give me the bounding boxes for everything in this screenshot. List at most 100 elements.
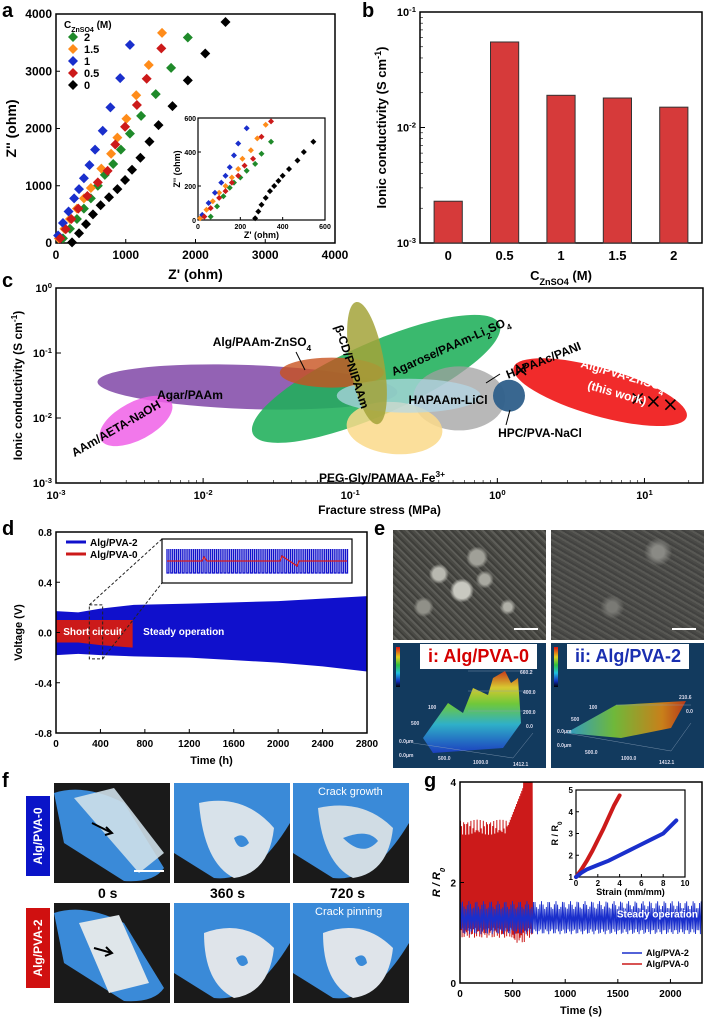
data-point [66,213,77,224]
x-tick-label: 101 [636,488,653,503]
y-tick-label: 2000 [25,122,52,136]
data-point [115,144,126,155]
inset-data-point [207,205,214,212]
time-label-0s: 0 s [98,885,118,901]
data-point [80,219,91,230]
bar [433,200,463,244]
x-axis-label: Time (h) [190,755,233,767]
y-tick: 0.0μm [557,729,572,735]
x-tick-label: 2000 [182,248,209,262]
x-tick-label: 0 [445,248,452,263]
x-tick-label: 1500 [607,989,630,1000]
inset-y-tick-label: 400 [184,150,196,157]
colorbar [396,647,400,687]
surface-i [423,671,521,753]
inset-data-point [258,150,265,157]
row-label-text: Alg/PVA-2 [31,919,45,977]
x-tick-label: 2400 [311,739,334,750]
inset-data-point [279,172,286,179]
data-point [78,173,89,184]
row-label-text: Alg/PVA-0 [31,807,45,865]
y-tick-label: 4000 [25,7,52,21]
legend-label: 0 [84,80,90,92]
inset-y-tick-label: 4 [569,808,574,817]
inset-frame [575,789,686,878]
data-point [182,32,193,43]
inset-data-point [258,133,265,140]
caption-crack-pinning: Crack pinning [315,906,383,918]
y-tick-label: 0 [45,236,52,250]
x-tick: 500.0 [438,756,451,762]
inset-x-tick-label: 4 [617,879,622,888]
panel-label-g: g [424,770,437,792]
inset-data-point [271,183,278,189]
x-tick-label: 1600 [223,739,246,750]
scale-bar [672,628,696,630]
inset-cycling-trace-alg-pva-2 [166,549,349,574]
x-tick-label: 0 [53,739,59,750]
region-hpc-pva-nacl [492,379,525,412]
x-tick-label: 1000 [112,248,139,262]
legend-label: Alg/PVA-0 [90,550,138,561]
inset-data-point [201,213,208,220]
trace-alg-pva-0-breakdown [523,782,533,913]
inset-x-tick-label: 8 [661,879,666,888]
photo-alg-pva-2-0s [54,903,170,1003]
bar [546,94,576,244]
photo-alg-pva-2-720s: Crack pinning [293,903,409,1003]
trace-alg-pva-2 [459,901,703,935]
data-point [115,73,126,84]
data-point [95,200,106,211]
inset-data-point [243,167,250,174]
inset-data-point [268,138,275,145]
x-tick-label: 0.5 [496,248,514,263]
colorbar [554,647,558,687]
caption-crack-growth: Crack growth [318,786,383,798]
inset-data-point [216,194,223,201]
y-tick: 0.0μm [399,739,414,745]
inset-data-point [252,215,259,222]
chart-b: 10-3 10-2 10-1 0 0.5 1 1.5 2 CZnSO4 (M) Ionic con… [373,5,703,287]
inset-y-tick-label: 0 [192,218,196,225]
x-tick: 1000.0 [621,756,637,762]
data-point [87,209,98,220]
time-label-360s: 360 s [210,885,246,901]
panel-label-f: f [2,770,9,792]
legend-label: Alg/PVA-0 [646,959,689,969]
legend-label: Alg/PVA-2 [90,538,138,549]
data-point [200,48,211,59]
y-tick-label: 10-2 [33,411,52,426]
data-point [141,73,152,84]
leader-line [505,409,511,426]
y-tick-label: 2 [450,879,456,890]
legend-label: 0.5 [84,68,99,80]
label-agar-paam: Agar/PAAm [157,388,223,402]
z-tick: 660.2 [520,670,533,676]
y-tick: 500 [411,721,420,727]
photo-alg-pva-0-0s [54,783,170,883]
this-work-marker [632,392,644,404]
data-point [157,27,168,38]
inset-x-tick-label: 0 [196,224,200,231]
bar [659,106,689,244]
inset-cycling-trace-alg-pva-0 [167,555,347,567]
data-point [60,224,71,235]
inset-data-point [266,188,273,195]
legend-marker [68,68,78,78]
this-work-marker [647,395,659,407]
time-label-720s: 720 s [330,885,366,901]
inset-y-tick-label: 1 [569,873,574,882]
inset-data-point [262,194,269,201]
x-tick: 500.0 [585,750,598,756]
legend-marker [68,56,78,66]
chart-d: 0 400 800 1200 1600 2000 2400 2800 -0.8 -0.4 0.0 0.… [13,528,379,767]
inset-data-point [235,172,242,179]
band-alg-pva-2 [56,596,367,672]
data-point [90,144,101,155]
x-tick: 0.0μm [557,743,572,749]
inset-data-point [300,149,307,155]
inset-x-tick-label: 200 [234,224,246,231]
x-tick-label: 2 [670,248,677,263]
photo-alg-pva-0-720s: Crack growth [293,783,409,883]
